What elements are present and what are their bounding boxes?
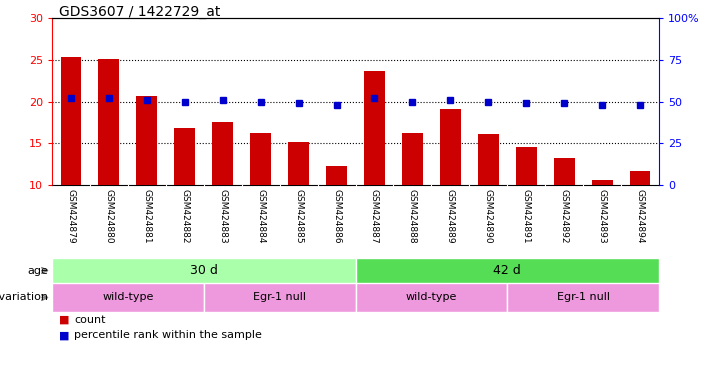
Text: ■: ■ [59,330,69,340]
Text: GSM424893: GSM424893 [597,189,606,243]
Bar [250,133,271,185]
Text: GSM424892: GSM424892 [559,189,569,243]
Bar [60,57,81,185]
Text: GSM424891: GSM424891 [522,189,531,243]
Text: wild-type: wild-type [406,293,457,303]
Bar [516,147,537,185]
Text: GSM424888: GSM424888 [408,189,417,243]
Text: GSM424894: GSM424894 [636,189,644,243]
Bar [137,96,157,185]
Bar [629,171,651,185]
Text: GSM424879: GSM424879 [67,189,76,243]
Bar [288,142,309,185]
Text: GSM424889: GSM424889 [446,189,455,243]
Text: GSM424885: GSM424885 [294,189,303,243]
Text: Egr-1 null: Egr-1 null [557,293,610,303]
Bar [175,128,195,185]
Bar [508,283,659,312]
Text: GSM424881: GSM424881 [142,189,151,243]
Bar [98,59,119,185]
Text: GSM424887: GSM424887 [370,189,379,243]
Bar [355,283,508,312]
Text: wild-type: wild-type [102,293,154,303]
Text: percentile rank within the sample: percentile rank within the sample [74,330,262,340]
Text: genotype/variation: genotype/variation [0,293,48,303]
Bar [212,122,233,185]
Bar [440,109,461,185]
Bar [554,158,575,185]
Text: Egr-1 null: Egr-1 null [253,293,306,303]
Text: 42 d: 42 d [494,264,521,277]
Text: GSM424880: GSM424880 [104,189,114,243]
Bar [204,283,355,312]
Text: ■: ■ [59,315,69,325]
Bar [478,134,498,185]
Text: GSM424890: GSM424890 [484,189,493,243]
Text: GDS3607 / 1422729_at: GDS3607 / 1422729_at [59,5,220,19]
Text: GSM424882: GSM424882 [180,189,189,243]
Bar [402,133,423,185]
Text: GSM424884: GSM424884 [256,189,265,243]
Bar [326,166,347,185]
Text: 30 d: 30 d [190,264,218,277]
Bar [52,258,355,283]
Text: count: count [74,315,106,325]
Text: GSM424886: GSM424886 [332,189,341,243]
Bar [355,258,659,283]
Bar [364,71,385,185]
Bar [592,180,613,185]
Text: age: age [27,265,48,275]
Text: GSM424883: GSM424883 [218,189,227,243]
Bar [52,283,204,312]
